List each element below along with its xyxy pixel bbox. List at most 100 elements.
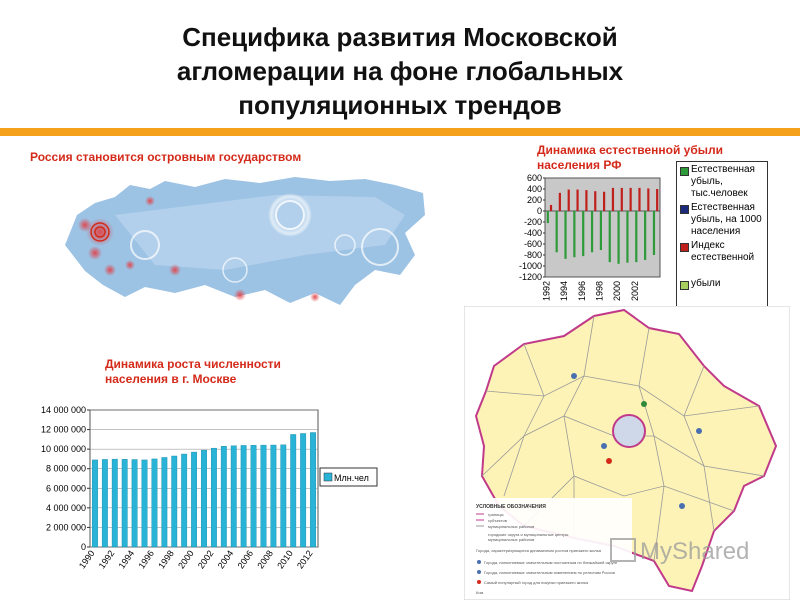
y-tick-label: 200	[527, 195, 542, 205]
bar	[220, 446, 227, 548]
legend-item-decline-per-1000: Естественная убыль, на 1000 населения	[680, 202, 764, 238]
bar	[546, 211, 549, 224]
bar	[647, 188, 650, 211]
moscow-growth-caption-line-2: населения в г. Москве	[105, 372, 237, 386]
bar	[250, 445, 257, 548]
bar	[558, 192, 561, 211]
bar	[191, 451, 198, 548]
legend-item-index: Индекс естественной	[680, 240, 764, 264]
y-tick-label: -1200	[519, 272, 542, 282]
x-tick-label: 2000	[612, 281, 622, 301]
bar	[656, 189, 659, 211]
legend-swatch	[323, 472, 333, 482]
map-legend-item: Самый популярный город для покупки приез…	[484, 580, 588, 585]
x-tick-label: 2010	[275, 548, 295, 570]
bar	[590, 211, 594, 253]
bar	[611, 187, 615, 211]
title-line-1: Специфика развития Московской	[182, 22, 618, 52]
x-tick-label: 2004	[216, 548, 236, 570]
moscow-region-map: УСЛОВНЫЕ ОБОЗНАЧЕНИЯ границы субъектов м…	[464, 306, 790, 600]
bar	[92, 459, 98, 548]
orange-divider	[0, 128, 800, 136]
title-line-2: агломерации на фоне глобальных	[176, 56, 624, 86]
russia-map-caption: Россия становится островным государством	[30, 150, 302, 164]
bar	[141, 459, 148, 548]
y-tick-label: 0	[81, 542, 86, 552]
x-tick-label: 1994	[117, 548, 137, 570]
x-tick-label: 1992	[541, 281, 551, 301]
y-tick-label: -400	[524, 228, 542, 238]
bar	[260, 444, 267, 548]
map-legend-item: границы	[488, 512, 504, 517]
watermark: MyShared	[610, 538, 749, 566]
decline-caption-line-1: Динамика естественной убыли	[537, 143, 724, 157]
chart-legend	[319, 467, 378, 487]
legend-item-decline: убыли	[680, 278, 764, 290]
bar	[585, 190, 588, 211]
y-tick-label: 12 000 000	[41, 425, 86, 435]
x-tick-label: 1994	[559, 281, 569, 301]
x-tick-label: 2012	[295, 548, 315, 570]
y-tick-label: 4 000 000	[46, 503, 86, 513]
x-tick-label: 2002	[196, 548, 216, 570]
bar	[629, 187, 632, 211]
watermark-text: MyShared	[640, 538, 750, 565]
map-legend-item: городские округа и муниципальные центры	[488, 532, 569, 537]
bar	[644, 211, 647, 260]
map-legend-item: Города, наполняемые значительным изменен…	[484, 570, 615, 575]
bar	[280, 444, 287, 548]
x-tick-label: 1998	[595, 281, 605, 301]
bar	[603, 191, 606, 211]
bar	[210, 447, 217, 548]
bar	[290, 434, 297, 548]
hotspot-moscow	[86, 218, 114, 246]
x-tick-label: 1996	[577, 281, 587, 301]
plot-area	[544, 177, 661, 278]
y-tick-label: 0	[537, 206, 542, 216]
y-tick-label: -600	[524, 239, 542, 249]
y-tick-label: 14 000 000	[41, 405, 86, 415]
bar	[111, 458, 118, 548]
bar	[240, 445, 247, 548]
x-tick-label: 2002	[630, 281, 640, 301]
natural-decline-chart: 6004002000-200-400-600-800-1000-12001992…	[519, 173, 661, 301]
bar	[564, 211, 567, 259]
bar	[230, 445, 237, 548]
bar	[549, 204, 553, 211]
moscow-growth-caption: Динамика роста численности населения в г…	[105, 357, 281, 387]
bar	[608, 211, 611, 263]
decline-caption: Динамика естественной убыли населения РФ	[537, 143, 723, 173]
decline-caption-line-2: населения РФ	[537, 158, 622, 172]
y-tick-label: 400	[527, 184, 542, 194]
bar	[582, 211, 585, 257]
y-tick-label: 600	[527, 173, 542, 183]
russia-map	[65, 177, 425, 305]
bar	[151, 458, 158, 548]
bar	[121, 459, 128, 548]
bar	[310, 432, 316, 548]
bar	[626, 211, 629, 263]
bar	[161, 457, 168, 548]
bar	[652, 211, 656, 255]
map-legend-item: муниципальных районов	[488, 524, 534, 529]
x-tick-label: 1998	[156, 548, 176, 570]
legend-label: Млн.чел	[334, 473, 369, 483]
x-tick-label: 1996	[136, 548, 156, 570]
map-legend-footer: Ком	[476, 590, 484, 595]
bar	[201, 449, 207, 548]
bar	[181, 453, 188, 548]
y-tick-label: 6 000 000	[46, 483, 86, 493]
bar	[131, 459, 138, 548]
x-tick-label: 2008	[255, 548, 275, 570]
bar	[101, 459, 108, 548]
decline-legend: Естественная убыль, тыс.человек Естестве…	[676, 161, 768, 311]
map-legend-item: Города, наполняемые значительным постоян…	[484, 560, 618, 565]
y-tick-label: 10 000 000	[41, 444, 86, 454]
bar	[573, 211, 576, 258]
y-tick-label: 2 000 000	[46, 522, 86, 532]
bar	[171, 455, 178, 548]
bar	[599, 211, 602, 251]
bar	[576, 189, 579, 211]
bar	[620, 187, 623, 211]
moscow-core	[612, 414, 646, 448]
